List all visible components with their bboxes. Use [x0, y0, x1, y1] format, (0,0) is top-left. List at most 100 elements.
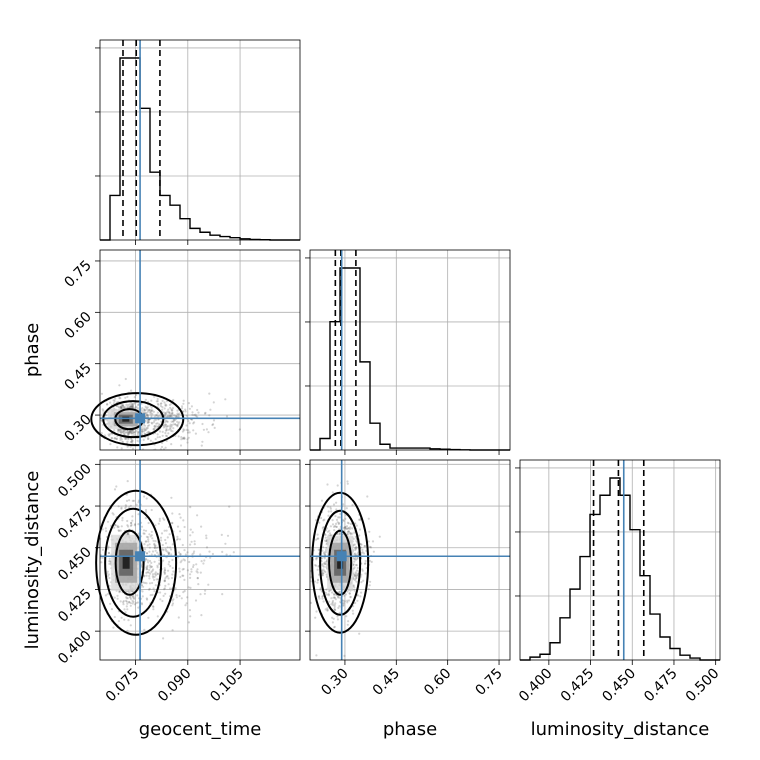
- scatter-point: [185, 428, 188, 431]
- scatter-point: [326, 608, 329, 612]
- scatter-point: [147, 521, 150, 525]
- scatter-point: [161, 599, 164, 603]
- scatter-point: [163, 571, 166, 574]
- scatter-point: [154, 574, 158, 577]
- scatter-point: [171, 521, 174, 525]
- scatter-point: [159, 404, 162, 408]
- scatter-point: [147, 616, 150, 619]
- scatter-point: [148, 588, 151, 591]
- scatter-point: [168, 533, 171, 536]
- scatter-point: [156, 422, 159, 425]
- scatter-point: [161, 399, 164, 402]
- scatter-point: [338, 611, 341, 615]
- scatter-point: [346, 599, 349, 602]
- scatter-point: [347, 530, 351, 533]
- scatter-point: [323, 553, 327, 556]
- scatter-point: [113, 596, 116, 599]
- scatter-point: [325, 546, 328, 550]
- contour-level-2: [328, 529, 353, 596]
- scatter-point: [188, 560, 191, 564]
- scatter-point: [163, 570, 166, 574]
- scatter-point: [124, 377, 127, 381]
- scatter-point: [153, 419, 156, 422]
- scatter-point: [121, 404, 124, 407]
- scatter-point: [126, 405, 129, 408]
- scatter-point: [355, 572, 358, 575]
- scatter-point: [152, 605, 155, 609]
- scatter-point: [368, 545, 372, 549]
- scatter-point: [356, 556, 359, 559]
- scatter-point: [345, 525, 349, 528]
- scatter-point: [169, 423, 172, 426]
- scatter-point: [145, 414, 148, 417]
- scatter-point: [127, 619, 130, 622]
- scatter-point: [104, 594, 107, 597]
- scatter-point: [354, 522, 357, 525]
- scatter-point: [316, 581, 319, 584]
- scatter-point: [137, 501, 140, 504]
- scatter-point: [226, 534, 230, 537]
- scatter-point: [323, 563, 326, 566]
- scatter-point: [176, 409, 179, 412]
- scatter-point: [213, 426, 216, 429]
- scatter-point: [181, 437, 184, 440]
- scatter-point: [152, 608, 155, 611]
- scatter-point: [189, 534, 192, 537]
- scatter-point: [337, 606, 340, 610]
- scatter-point: [93, 516, 95, 518]
- scatter-point: [322, 565, 325, 568]
- scatter-point: [146, 568, 149, 571]
- scatter-point: [171, 629, 174, 632]
- truth-marker: [135, 413, 146, 424]
- scatter-point: [137, 532, 140, 535]
- tick-label-y-luminosity_distance: 0.400: [55, 628, 95, 668]
- scatter-point: [125, 605, 128, 608]
- scatter-point: [238, 428, 241, 431]
- contour-level-0: [90, 392, 185, 447]
- scatter-point: [147, 571, 150, 574]
- scatter-point: [144, 510, 148, 514]
- scatter-point: [132, 499, 136, 502]
- scatter-point: [132, 600, 135, 604]
- scatter-point: [335, 501, 338, 504]
- scatter-point: [184, 604, 187, 607]
- scatter-point: [367, 588, 370, 591]
- scatter-point: [136, 439, 139, 442]
- scatter-point: [101, 528, 104, 531]
- scatter-point: [171, 604, 174, 607]
- scatter-point: [118, 406, 121, 409]
- scatter-point: [113, 615, 116, 619]
- scatter-point: [170, 576, 174, 580]
- scatter-point: [142, 585, 145, 588]
- scatter-point: [339, 512, 342, 516]
- scatter-point: [192, 552, 195, 555]
- scatter-point: [147, 561, 150, 564]
- scatter-point: [163, 407, 166, 410]
- scatter-point: [211, 552, 214, 556]
- scatter-point: [152, 427, 156, 430]
- scatter-point: [150, 530, 153, 533]
- scatter-point: [158, 559, 161, 562]
- scatter-point: [193, 421, 196, 424]
- scatter-point: [130, 521, 133, 525]
- scatter-point: [152, 587, 155, 590]
- scatter-point: [144, 540, 147, 543]
- scatter-point: [144, 558, 147, 561]
- scatter-point: [172, 420, 175, 423]
- scatter-point: [178, 551, 181, 554]
- scatter-point: [328, 532, 332, 535]
- tick-label-y-phase: 0.30: [61, 412, 94, 445]
- scatter-point: [169, 414, 172, 417]
- scatter-point: [177, 616, 180, 619]
- scatter-point: [116, 526, 119, 529]
- scatter-point: [125, 505, 128, 508]
- scatter-point: [318, 597, 321, 600]
- gridlines-1-1: [310, 250, 510, 450]
- scatter-point: [152, 421, 155, 424]
- scatter-point: [155, 425, 158, 428]
- scatter-point: [156, 411, 159, 414]
- scatter-point: [339, 600, 342, 604]
- scatter-point: [123, 608, 126, 611]
- scatter-point: [156, 572, 159, 575]
